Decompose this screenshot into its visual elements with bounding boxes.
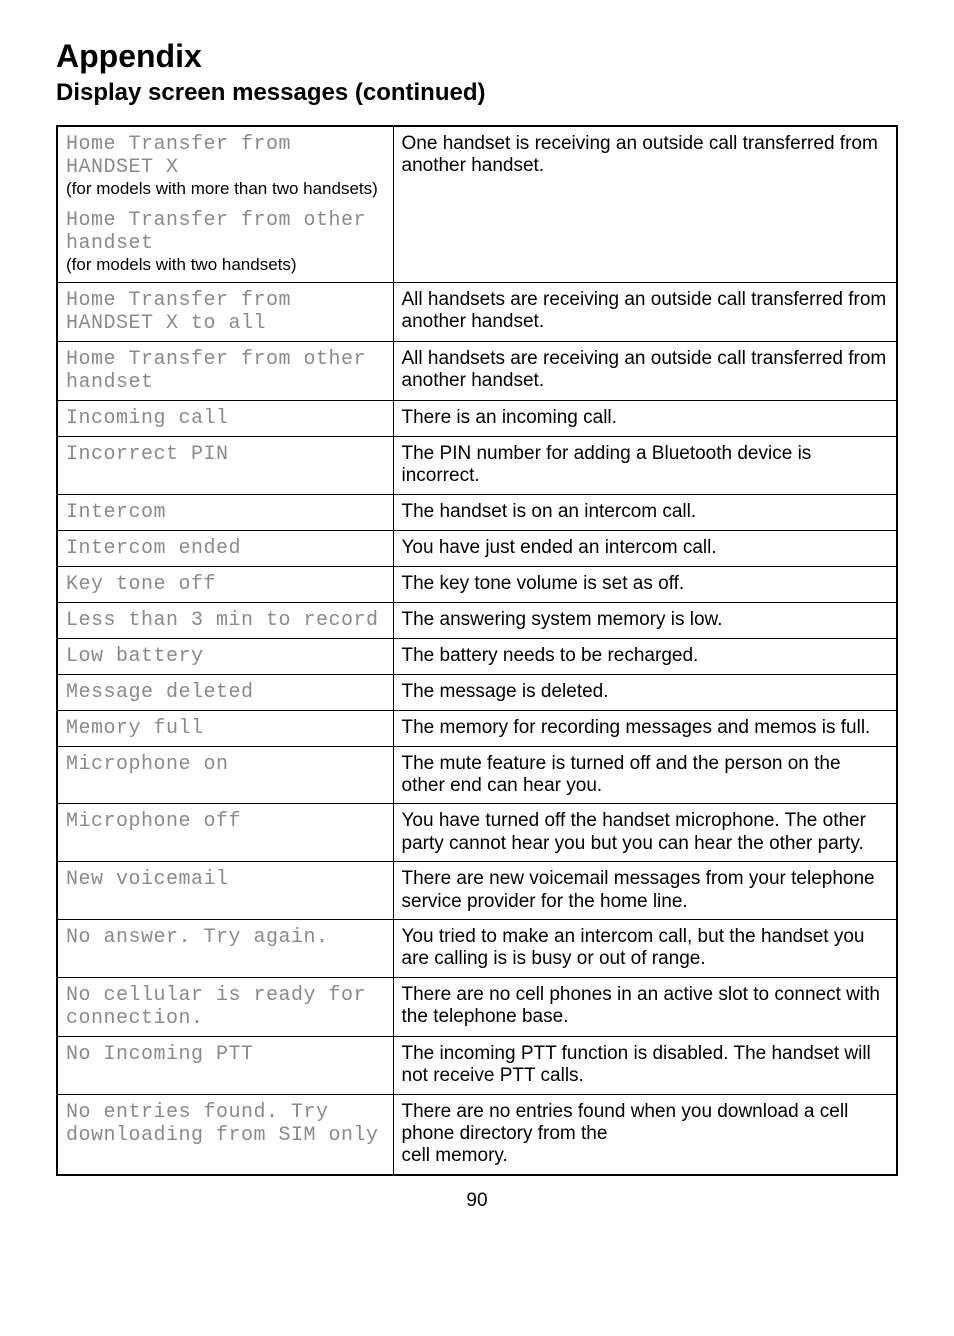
page-title: Appendix [56, 38, 898, 75]
page-number: 90 [56, 1190, 898, 1212]
table-row: Incoming call There is an incoming call. [57, 400, 897, 436]
display-message-text: Key tone off [66, 573, 385, 596]
model-note: (for models with two handsets) [66, 255, 385, 275]
table-row: No entries found. Trydownloading from SI… [57, 1094, 897, 1175]
message-description-cell: The memory for recording messages and me… [393, 710, 897, 746]
display-message-text: Incoming call [66, 407, 385, 430]
table-row: No Incoming PTT The incoming PTT function… [57, 1036, 897, 1094]
display-message-text: Home Transfer fromHANDSET X to all [66, 289, 385, 335]
message-description-cell: You tried to make an intercom call, but … [393, 920, 897, 978]
message-code-cell: No Incoming PTT [57, 1036, 393, 1094]
message-description-cell: The battery needs to be recharged. [393, 638, 897, 674]
message-code-cell: Less than 3 min to record [57, 602, 393, 638]
message-code-cell: Message deleted [57, 674, 393, 710]
message-code-cell: Low battery [57, 638, 393, 674]
display-message-text: New voicemail [66, 868, 385, 891]
table-row: Low battery The battery needs to be recha… [57, 638, 897, 674]
messages-table: Home Transfer fromHANDSET X(for models w… [56, 125, 898, 1176]
display-message-text: Intercom ended [66, 537, 385, 560]
message-code-cell: Microphone on [57, 746, 393, 804]
message-description-cell: All handsets are receiving an outside ca… [393, 341, 897, 400]
message-code-cell: Home Transfer from otherhandset [57, 341, 393, 400]
table-row: New voicemail There are new voicemail mes… [57, 862, 897, 920]
display-message-text: No Incoming PTT [66, 1043, 385, 1066]
message-code-cell: New voicemail [57, 862, 393, 920]
message-description-cell: The incoming PTT function is disabled. T… [393, 1036, 897, 1094]
message-description-cell: You have turned off the handset micropho… [393, 804, 897, 862]
table-row: Home Transfer from otherhandsetAll hands… [57, 341, 897, 400]
table-row: Key tone off The key tone volume is set a… [57, 566, 897, 602]
table-row: Intercom The handset is on an intercom ca… [57, 494, 897, 530]
message-description-cell: The key tone volume is set as off. [393, 566, 897, 602]
message-code-cell: No entries found. Trydownloading from SI… [57, 1094, 393, 1175]
table-row: Microphone on The mute feature is turned … [57, 746, 897, 804]
display-message-text: Home Transfer fromHANDSET X [66, 133, 385, 179]
display-message-text: Message deleted [66, 681, 385, 704]
message-code-cell: Incoming call [57, 400, 393, 436]
message-code-cell: Home Transfer fromHANDSET X(for models w… [57, 126, 393, 282]
message-description-cell: There is an incoming call. [393, 400, 897, 436]
table-row: Home Transfer fromHANDSET X to allAll ha… [57, 282, 897, 341]
message-description-cell: The answering system memory is low. [393, 602, 897, 638]
message-description-cell: You have just ended an intercom call. [393, 530, 897, 566]
table-row: Home Transfer fromHANDSET X(for models w… [57, 126, 897, 282]
display-message-text: Memory full [66, 717, 385, 740]
message-code-cell: No answer. Try again. [57, 920, 393, 978]
table-row: Message deleted The message is deleted. [57, 674, 897, 710]
display-message-text: Microphone on [66, 753, 385, 776]
message-description-cell: There are no entries found when you down… [393, 1094, 897, 1175]
message-description-cell: The PIN number for adding a Bluetooth de… [393, 436, 897, 494]
message-description-cell: The message is deleted. [393, 674, 897, 710]
display-message-text: Home Transfer from otherhandset [66, 348, 385, 394]
table-row: No answer. Try again. You tried to make a… [57, 920, 897, 978]
page-subtitle: Display screen messages (continued) [56, 79, 898, 107]
display-message-text: No answer. Try again. [66, 926, 385, 949]
message-description-cell: There are no cell phones in an active sl… [393, 977, 897, 1036]
display-message-text: Intercom [66, 501, 385, 524]
message-description-cell: All handsets are receiving an outside ca… [393, 282, 897, 341]
table-row: Less than 3 min to record The answering s… [57, 602, 897, 638]
message-description-cell: There are new voicemail messages from yo… [393, 862, 897, 920]
message-code-cell: Intercom ended [57, 530, 393, 566]
message-description-cell: The handset is on an intercom call. [393, 494, 897, 530]
message-code-cell: Intercom [57, 494, 393, 530]
display-message-text: No cellular is ready forconnection. [66, 984, 385, 1030]
table-row: Incorrect PIN The PIN number for adding a… [57, 436, 897, 494]
display-message-text: Incorrect PIN [66, 443, 385, 466]
message-code-cell: No cellular is ready forconnection. [57, 977, 393, 1036]
model-note: (for models with more than two handsets) [66, 179, 385, 199]
message-description-cell: The mute feature is turned off and the p… [393, 746, 897, 804]
table-row: Memory full The memory for recording mess… [57, 710, 897, 746]
message-code-cell: Home Transfer fromHANDSET X to all [57, 282, 393, 341]
message-code-cell: Key tone off [57, 566, 393, 602]
display-message-text: Less than 3 min to record [66, 609, 385, 632]
display-message-text: Home Transfer from otherhandset [66, 209, 385, 255]
message-code-cell: Microphone off [57, 804, 393, 862]
message-code-cell: Memory full [57, 710, 393, 746]
display-message-text: No entries found. Trydownloading from SI… [66, 1101, 385, 1147]
table-row: Microphone off You have turned off the ha… [57, 804, 897, 862]
display-message-text: Microphone off [66, 810, 385, 833]
table-row: No cellular is ready forconnection.There… [57, 977, 897, 1036]
message-description-cell: One handset is receiving an outside call… [393, 126, 897, 282]
table-row: Intercom ended You have just ended an int… [57, 530, 897, 566]
display-message-text: Low battery [66, 645, 385, 668]
message-code-cell: Incorrect PIN [57, 436, 393, 494]
